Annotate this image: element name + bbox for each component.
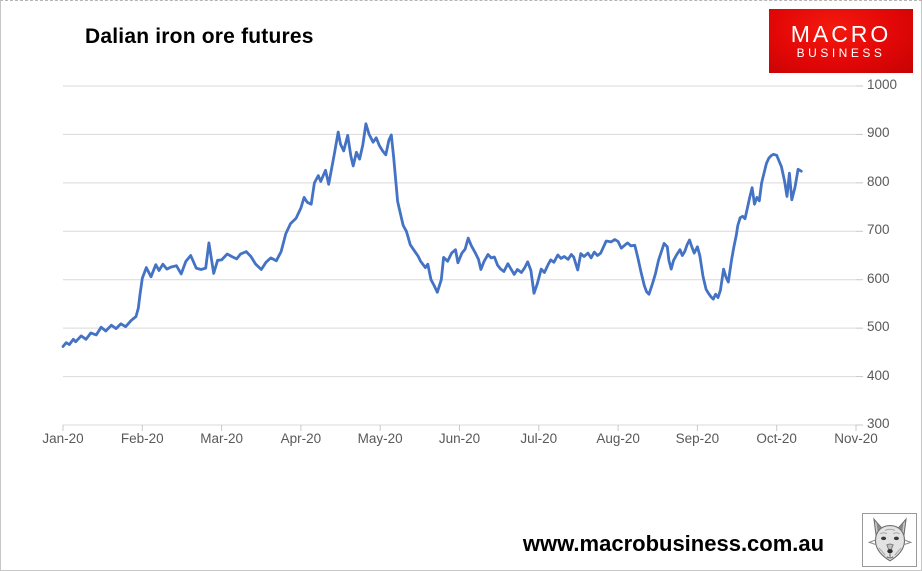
y-tick-label: 1000 [867, 77, 898, 92]
x-tick-label: Aug-20 [596, 431, 640, 446]
wolf-head-icon [867, 517, 912, 562]
x-tick-label: May-20 [357, 431, 403, 446]
chart-title: Dalian iron ore futures [85, 25, 314, 48]
x-tick-label: Sep-20 [675, 431, 720, 446]
logo-line-business: BUSINESS [796, 45, 886, 60]
x-tick-label: Feb-20 [120, 431, 164, 446]
line-chart-plot-area [61, 85, 863, 431]
logo-line-macro: MACRO [790, 20, 892, 47]
x-tick-label: Nov-20 [834, 431, 878, 446]
y-tick-label: 500 [867, 319, 890, 335]
y-tick-label: 700 [867, 222, 890, 238]
price-line-series [61, 122, 803, 348]
x-tick-label: Oct-20 [756, 431, 797, 446]
wolf-logo-box [862, 513, 917, 567]
y-tick-label: 600 [867, 270, 890, 286]
x-tick-label: Jan-20 [42, 431, 84, 446]
x-tick-label: Jun-20 [438, 431, 481, 446]
y-tick-label: 900 [867, 125, 890, 141]
footer-url: www.macrobusiness.com.au [522, 531, 825, 556]
x-tick-label: Apr-20 [280, 431, 322, 446]
x-tick-label: Jul-20 [520, 431, 558, 446]
y-tick-label: 400 [867, 367, 890, 383]
x-tick-label: Mar-20 [200, 431, 243, 446]
y-tick-label: 300 [867, 416, 890, 431]
macrobusiness-logo: MACRO BUSINESS [769, 9, 913, 73]
y-tick-label: 800 [867, 173, 890, 189]
